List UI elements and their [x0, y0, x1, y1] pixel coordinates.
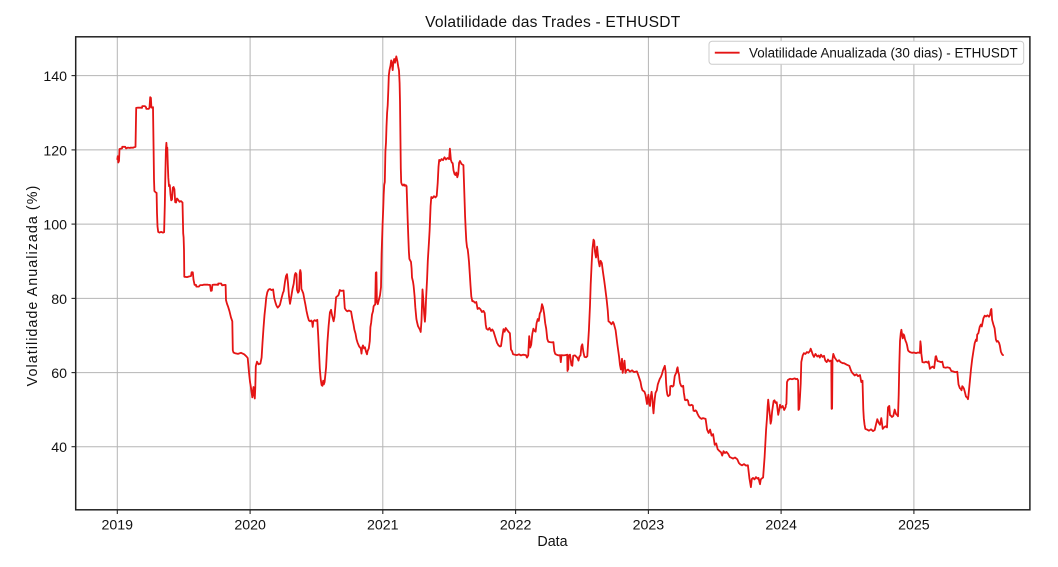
svg-text:Volatilidade Anualizada (30 di: Volatilidade Anualizada (30 dias) - ETHU… — [749, 46, 1018, 61]
svg-text:2025: 2025 — [898, 518, 930, 534]
svg-text:100: 100 — [43, 218, 67, 234]
svg-text:80: 80 — [51, 292, 67, 308]
svg-text:2023: 2023 — [633, 518, 665, 534]
svg-text:2024: 2024 — [765, 518, 797, 534]
svg-text:Volatilidade das Trades - ETHU: Volatilidade das Trades - ETHUSDT — [425, 14, 681, 31]
svg-text:Data: Data — [537, 534, 567, 550]
svg-text:140: 140 — [43, 69, 67, 85]
svg-text:2022: 2022 — [500, 518, 532, 534]
svg-text:40: 40 — [51, 440, 67, 456]
svg-text:60: 60 — [51, 366, 67, 382]
svg-text:120: 120 — [43, 143, 67, 159]
svg-text:2020: 2020 — [234, 518, 266, 534]
svg-text:Volatilidade Anualizada (%): Volatilidade Anualizada (%) — [25, 185, 41, 387]
svg-text:2019: 2019 — [102, 518, 134, 534]
svg-text:2021: 2021 — [367, 518, 399, 534]
